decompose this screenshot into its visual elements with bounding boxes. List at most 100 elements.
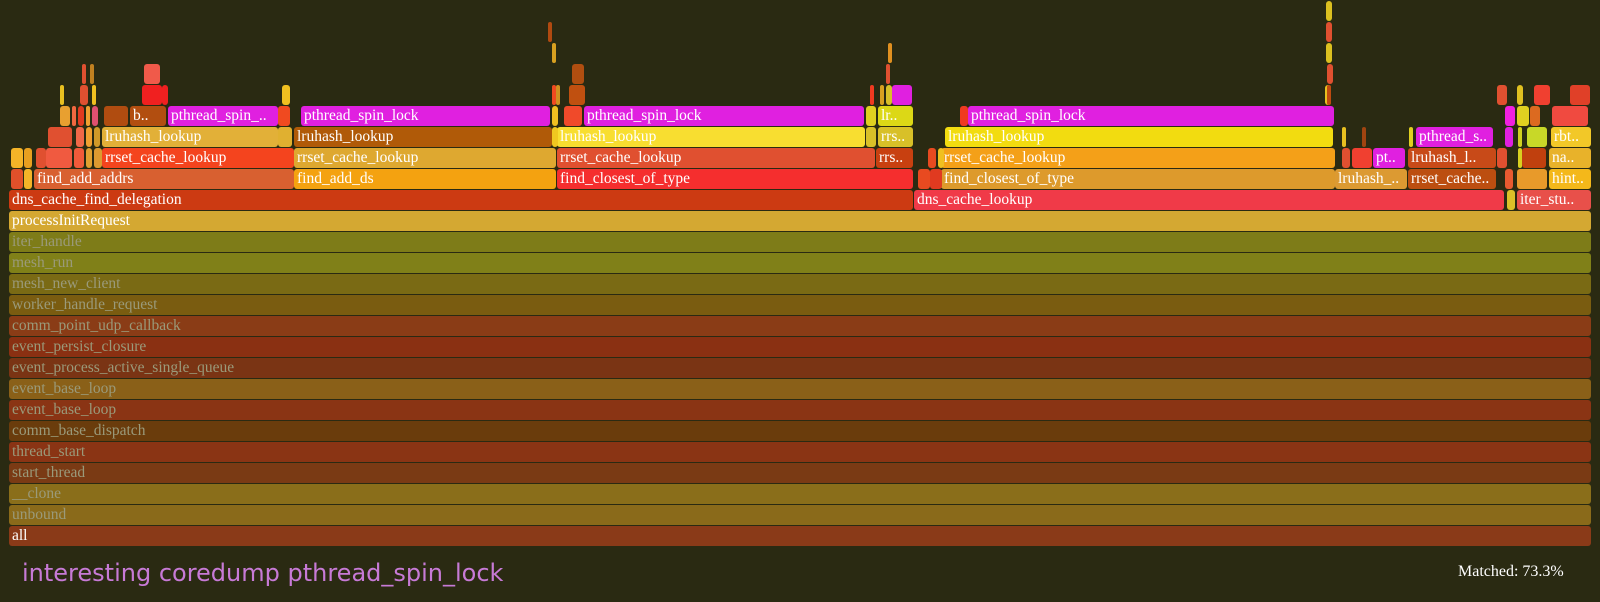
flame-frame[interactable]: lruhash_lookup (945, 127, 1333, 147)
flame-frame-sliver[interactable] (870, 85, 874, 105)
flame-frame[interactable]: processInitRequest (9, 211, 1591, 231)
flame-frame[interactable]: event_process_active_single_queue (9, 358, 1591, 378)
flame-frame-sliver[interactable] (928, 148, 936, 168)
flame-frame-sliver[interactable] (278, 106, 290, 126)
flame-frame[interactable]: dns_cache_lookup (914, 190, 1504, 210)
flame-frame-sliver[interactable] (1497, 148, 1507, 168)
flame-frame[interactable]: mesh_new_client (9, 274, 1591, 294)
flame-frame-sliver[interactable] (80, 85, 88, 105)
flame-frame[interactable]: __clone (9, 484, 1591, 504)
flame-frame[interactable]: hint.. (1549, 169, 1591, 189)
flame-frame-sliver[interactable] (24, 148, 32, 168)
flame-frame[interactable]: rrset_cache.. (1408, 169, 1496, 189)
flame-frame-sliver[interactable] (1362, 127, 1366, 147)
flame-frame-sliver[interactable] (1327, 64, 1333, 84)
flame-frame-sliver[interactable] (1517, 85, 1523, 105)
flame-frame-sliver[interactable] (1326, 43, 1332, 63)
flame-frame[interactable]: pthread_spin_.. (168, 106, 278, 126)
flame-frame-sliver[interactable] (94, 127, 100, 147)
flame-frame-sliver[interactable] (1497, 85, 1507, 105)
flame-frame[interactable]: event_persist_closure (9, 337, 1591, 357)
flame-frame-sliver[interactable] (1570, 85, 1590, 105)
flame-frame-sliver[interactable] (1518, 127, 1522, 147)
flame-frame-sliver[interactable] (1552, 106, 1588, 126)
flame-frame[interactable]: iter_handle (9, 232, 1591, 252)
flame-frame-sliver[interactable] (60, 106, 70, 126)
flame-frame[interactable]: find_add_addrs (34, 169, 294, 189)
flame-frame-sliver[interactable] (86, 127, 92, 147)
flame-frame-sliver[interactable] (552, 43, 556, 63)
flame-frame-sliver[interactable] (1530, 106, 1540, 126)
flame-frame-sliver[interactable] (46, 148, 72, 168)
flame-frame-sliver[interactable] (866, 106, 876, 126)
flame-frame-sliver[interactable] (1527, 127, 1547, 147)
flame-frame-sliver[interactable] (1327, 85, 1331, 105)
flame-frame-sliver[interactable] (94, 148, 102, 168)
flame-frame[interactable]: rrset_cache_lookup (941, 148, 1335, 168)
flame-frame[interactable]: lruhash_lookup (557, 127, 865, 147)
flame-frame-sliver[interactable] (930, 169, 942, 189)
flame-frame[interactable]: pthread_spin_lock (584, 106, 864, 126)
flame-frame-sliver[interactable] (142, 85, 162, 105)
flame-frame[interactable]: start_thread (9, 463, 1591, 483)
flame-frame[interactable]: rrset_cache_lookup (294, 148, 556, 168)
flame-frame-sliver[interactable] (556, 85, 560, 105)
flame-frame[interactable]: rrs.. (876, 148, 913, 168)
flame-frame[interactable]: rrs.. (878, 127, 913, 147)
flame-frame[interactable]: na.. (1549, 148, 1591, 168)
flame-frame-sliver[interactable] (1342, 148, 1350, 168)
flame-frame[interactable]: rrset_cache_lookup (102, 148, 294, 168)
flame-frame-sliver[interactable] (1326, 1, 1332, 21)
flame-frame[interactable] (1517, 169, 1547, 189)
flame-frame-sliver[interactable] (886, 85, 892, 105)
flame-frame-sliver[interactable] (886, 64, 890, 84)
flame-frame-sliver[interactable] (72, 106, 76, 126)
flame-frame[interactable]: worker_handle_request (9, 295, 1591, 315)
flame-frame-sliver[interactable] (36, 148, 46, 168)
flame-frame[interactable]: pthread_spin_lock (301, 106, 550, 126)
flame-frame-sliver[interactable] (104, 106, 128, 126)
flame-frame-sliver[interactable] (552, 127, 558, 147)
flame-frame[interactable]: find_closest_of_type (557, 169, 913, 189)
flame-frame-sliver[interactable] (552, 106, 558, 126)
flame-frame[interactable]: comm_base_dispatch (9, 421, 1591, 441)
flame-frame-sliver[interactable] (92, 85, 96, 105)
flame-frame[interactable]: event_base_loop (9, 400, 1591, 420)
flame-frame-sliver[interactable] (569, 85, 585, 105)
flame-frame[interactable]: iter_stu.. (1517, 190, 1591, 210)
flame-frame-sliver[interactable] (82, 64, 86, 84)
flame-frame[interactable]: rrset_cache_lookup (557, 148, 875, 168)
flame-frame[interactable]: event_base_loop (9, 379, 1591, 399)
flame-frame-sliver[interactable] (564, 106, 582, 126)
flame-frame-sliver[interactable] (86, 148, 92, 168)
flame-frame-sliver[interactable] (880, 85, 884, 105)
flame-frame-sliver[interactable] (960, 106, 968, 126)
flame-frame-sliver[interactable] (48, 127, 72, 147)
flame-frame[interactable]: lruhash_l.. (1408, 148, 1496, 168)
flame-frame[interactable]: lruhash_lookup (102, 127, 278, 147)
flame-frame-sliver[interactable] (548, 22, 552, 42)
flame-frame[interactable]: lruhash_lookup (294, 127, 552, 147)
flame-frame-sliver[interactable] (892, 85, 912, 105)
flame-frame[interactable]: rbt.. (1551, 127, 1591, 147)
flame-frame[interactable]: all (9, 526, 1591, 546)
flame-frame[interactable]: find_closest_of_type (941, 169, 1335, 189)
flame-frame-sliver[interactable] (938, 148, 944, 168)
flame-frame-sliver[interactable] (1534, 85, 1550, 105)
flame-frame-sliver[interactable] (866, 127, 876, 147)
flame-frame-sliver[interactable] (162, 85, 168, 105)
flame-frame-sliver[interactable] (282, 85, 290, 105)
flame-frame-sliver[interactable] (78, 106, 84, 126)
flame-frame-sliver[interactable] (1518, 148, 1522, 168)
flame-frame[interactable]: dns_cache_find_delegation (9, 190, 913, 210)
flame-frame-sliver[interactable] (11, 148, 23, 168)
flame-frame-sliver[interactable] (888, 43, 892, 63)
flame-frame-sliver[interactable] (1326, 22, 1332, 42)
flame-frame-sliver[interactable] (1505, 106, 1515, 126)
flame-frame-sliver[interactable] (92, 106, 98, 126)
flame-frame[interactable]: lr.. (878, 106, 913, 126)
flame-frame-sliver[interactable] (86, 106, 90, 126)
flame-frame-sliver[interactable] (90, 64, 94, 84)
flame-frame[interactable]: b.. (130, 106, 166, 126)
flame-frame-sliver[interactable] (572, 64, 584, 84)
